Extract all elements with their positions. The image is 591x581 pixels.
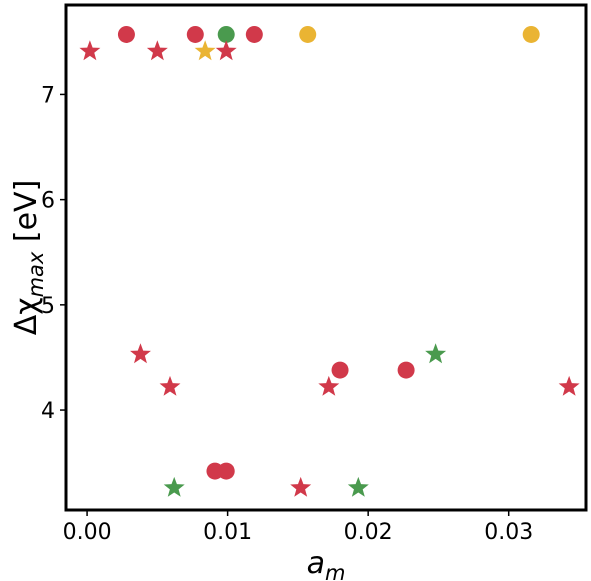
y-tick-label: 6 — [41, 189, 55, 214]
x-axis-ticks: 0.00 0.01 0.02 0.03 — [63, 510, 533, 545]
plot-frame — [64, 3, 588, 512]
data-point-star — [163, 476, 185, 497]
data-point-circle — [186, 25, 204, 43]
y-axis-ticks: 4 5 6 7 — [41, 83, 66, 424]
data-point-circle — [217, 462, 235, 480]
x-axis-label: am — [307, 546, 346, 581]
data-point-star — [318, 375, 340, 396]
y-tick-label: 7 — [41, 83, 55, 108]
data-point-circle — [217, 25, 235, 43]
x-tick-label: 0.01 — [203, 520, 252, 545]
y-axis-label: Δχmax [eV] — [9, 180, 48, 336]
data-point-star — [215, 40, 237, 61]
y-tick-label: 4 — [41, 399, 55, 424]
data-point-star — [425, 343, 447, 364]
data-point-circle — [331, 361, 349, 379]
data-point-star — [290, 476, 312, 497]
data-point-circle — [299, 25, 317, 43]
data-point-star — [194, 40, 216, 61]
data-point-star — [79, 40, 101, 61]
data-point-star — [558, 375, 580, 396]
y-tick-label: 5 — [41, 294, 55, 319]
data-points — [79, 25, 580, 497]
data-point-star — [146, 40, 168, 61]
x-tick-label: 0.03 — [484, 520, 533, 545]
x-tick-label: 0.00 — [63, 520, 112, 545]
data-point-circle — [245, 25, 263, 43]
x-tick-label: 0.02 — [344, 520, 393, 545]
data-point-star — [130, 343, 151, 364]
data-point-circle — [117, 25, 135, 43]
data-point-star — [159, 375, 181, 396]
data-point-circle — [397, 361, 415, 379]
data-point-circle — [522, 25, 540, 43]
data-point-star — [347, 476, 369, 497]
